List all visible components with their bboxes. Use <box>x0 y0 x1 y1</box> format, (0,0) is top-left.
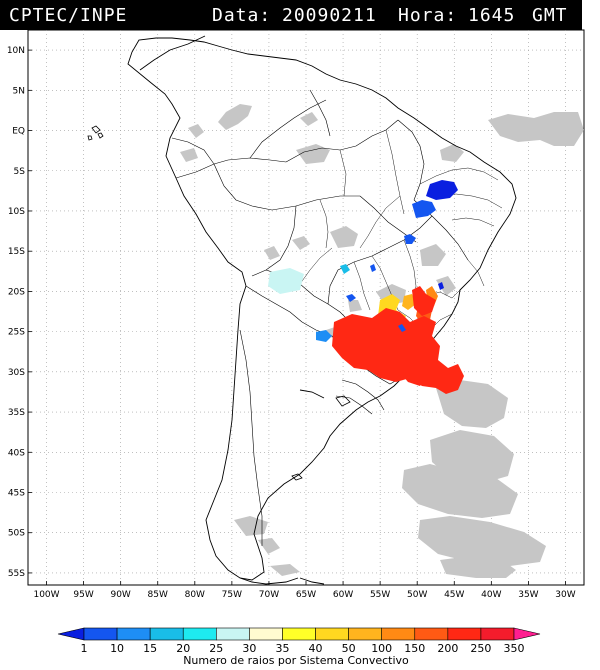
system-cluster-red <box>332 308 464 394</box>
lon-tick-label: 40W <box>481 590 501 600</box>
lon-tick-label: 30W <box>555 590 575 600</box>
state-borders <box>299 129 503 355</box>
system-cluster-lightcyan <box>268 268 304 294</box>
convective-systems <box>268 180 464 394</box>
lon-tick-label: 75W <box>222 590 242 600</box>
colorbar-swatch <box>315 627 349 641</box>
colorbar-tick-label: 15 <box>143 642 157 655</box>
system-cluster-blue <box>404 234 416 244</box>
colorbar-tick-label: 1 <box>81 642 88 655</box>
colorbar-tick-label: 10 <box>110 642 124 655</box>
lon-tick-label: 85W <box>148 590 168 600</box>
lat-tick-label: 10S <box>8 207 25 217</box>
colorbar-swatch <box>116 627 151 641</box>
colorbar-swatch <box>282 627 316 641</box>
lat-tick-label: 20S <box>8 287 25 297</box>
lat-tick-label: 25S <box>8 328 25 338</box>
lon-tick-label: 50W <box>407 590 427 600</box>
lat-tick-label: 40S <box>8 448 25 458</box>
colorbar-tick-label: 200 <box>437 642 458 655</box>
colorbar-tick-label: 250 <box>470 642 491 655</box>
system-cluster-red <box>398 352 426 386</box>
lon-tick-label: 90W <box>110 590 130 600</box>
colorbar: 1 10 15 20 25 30 35 40 50 100 150 200 250 350 <box>57 627 541 655</box>
lon-tick-label: 95W <box>73 590 93 600</box>
timezone-label: GMT <box>532 5 568 26</box>
system-cluster-red <box>412 286 436 316</box>
colorbar-high-arrow <box>513 627 541 641</box>
lon-tick-label: 80W <box>185 590 205 600</box>
system-cluster-blue <box>426 180 458 200</box>
lon-tick-label: 70W <box>259 590 279 600</box>
colorbar-swatch <box>447 627 482 641</box>
lat-tick-label: EQ <box>12 127 25 137</box>
hour-label: Hora: <box>398 5 458 26</box>
lat-tick-label: 30S <box>8 368 25 378</box>
system-cluster-blue <box>412 200 436 218</box>
lon-tick-label: 100W <box>33 590 59 600</box>
colorbar-low-arrow <box>57 627 85 641</box>
latitude-labels: 10N 5N EQ 5S 10S 15S 20S 25S 30S 35S 40S 45S 50S 55S <box>7 46 32 579</box>
lat-tick-label: 35S <box>8 408 25 418</box>
system-cluster-blue <box>370 264 376 272</box>
lat-tick-label: 15S <box>8 247 25 257</box>
lat-tick-label: 45S <box>8 489 25 499</box>
lon-tick-label: 35W <box>518 590 538 600</box>
system-cluster-blue <box>346 294 356 302</box>
hour-value: 1645 <box>468 5 516 26</box>
lon-tick-label: 55W <box>370 590 390 600</box>
system-cluster-orange <box>402 294 416 310</box>
lon-tick-label: 60W <box>333 590 353 600</box>
colorbar-swatch <box>216 627 250 641</box>
lat-tick-label: 50S <box>8 529 25 539</box>
colorbar-tick-label: 350 <box>504 642 525 655</box>
system-cluster-blue <box>316 330 332 342</box>
lat-tick-label: 5N <box>13 86 25 96</box>
coastlines <box>127 35 517 585</box>
date-label: Data: <box>212 5 272 26</box>
colorbar-tick-label: 35 <box>275 642 289 655</box>
colorbar-swatch <box>149 627 184 641</box>
colorbar-title: Numero de raios por Sistema Convectivo <box>183 654 409 667</box>
islands <box>87 125 351 481</box>
colorbar-swatch <box>83 627 118 641</box>
colorbar-swatch <box>381 627 416 641</box>
source-label: CPTEC/INPE <box>9 5 128 26</box>
colorbar-tick-label: 30 <box>242 642 256 655</box>
system-cluster-blue <box>398 324 406 332</box>
colorbar-swatch <box>348 627 382 641</box>
date-value: 20090211 <box>282 5 377 26</box>
lat-tick-label: 5S <box>14 167 26 177</box>
lon-tick-label: 45W <box>444 590 464 600</box>
colorbar-tick-label: 20 <box>176 642 190 655</box>
colorbar-swatch <box>480 627 515 641</box>
colorbar-tick-label: 40 <box>309 642 323 655</box>
colorbar-swatch <box>414 627 449 641</box>
colorbar-tick-label: 100 <box>371 642 392 655</box>
colorbar-swatch <box>249 627 283 641</box>
longitude-labels: 100W 95W 90W 85W 80W 75W 70W 65W 60W 55W 50W 45W 40W… <box>33 581 576 600</box>
system-cluster-blue <box>438 282 444 290</box>
cloud-cover <box>180 104 584 578</box>
lat-tick-label: 10N <box>7 46 25 56</box>
colorbar-swatch <box>182 627 217 641</box>
colorbar-tick-label: 150 <box>404 642 425 655</box>
colorbar-tick-label: 25 <box>209 642 223 655</box>
lon-tick-label: 65W <box>296 590 316 600</box>
map-header: CPTEC/INPE Data: 20090211 Hora: 1645 GMT <box>0 0 582 30</box>
colorbar-tick-label: 50 <box>342 642 356 655</box>
system-cluster-cyan <box>340 264 350 274</box>
lat-tick-label: 55S <box>8 569 25 579</box>
